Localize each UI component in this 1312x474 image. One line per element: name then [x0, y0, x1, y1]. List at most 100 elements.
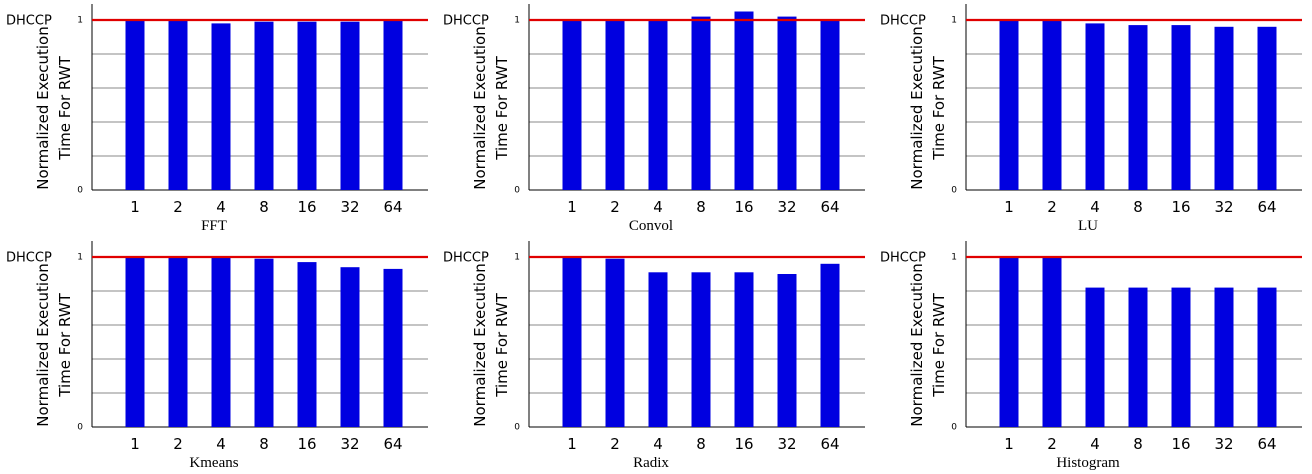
chart-title: Convol [629, 218, 673, 234]
x-tick-label: 16 [1171, 435, 1190, 453]
bar-32 [777, 274, 797, 427]
x-tick-label: 1 [1004, 435, 1014, 453]
x-tick-label: 16 [734, 198, 753, 216]
x-tick-label: 16 [297, 435, 316, 453]
y-axis-label: Time For RWT [493, 292, 511, 397]
bar-64 [820, 263, 840, 427]
x-tick-label: 32 [1214, 435, 1233, 453]
chart-title: LU [1078, 218, 1098, 234]
chart-radix: DHCCP 0 1 1 2 4 8 16 32 64 Normalized Execution Tim… [443, 241, 865, 471]
chart-title: Radix [633, 455, 669, 471]
bar-2 [168, 20, 188, 190]
x-tick-label: 8 [696, 435, 706, 453]
y-axis-label: Time For RWT [493, 55, 511, 160]
y-axis-label: Normalized Execution [908, 26, 926, 189]
bar-16 [734, 272, 754, 427]
bar-1 [562, 20, 582, 190]
bar-4 [211, 23, 231, 191]
y-axis-label: Normalized Execution [34, 263, 52, 426]
y-axis-label: Normalized Execution [471, 26, 489, 189]
x-tick-label: 4 [1090, 198, 1100, 216]
y-tick-label: 1 [77, 253, 83, 263]
x-tick-label: 8 [696, 198, 706, 216]
chart-histogram: DHCCP 0 1 1 2 4 8 16 32 64 Normalized Execution Tim… [880, 241, 1302, 471]
y-axis-label: Normalized Execution [34, 26, 52, 189]
bar-2 [1042, 20, 1062, 190]
bar-8 [1128, 287, 1148, 427]
bar-64 [1257, 26, 1277, 190]
bar-2 [1042, 257, 1062, 427]
x-tick-label: 1 [567, 435, 577, 453]
bar-8 [254, 258, 274, 427]
y-axis-label: Time For RWT [930, 55, 948, 160]
x-tick-label: 2 [610, 435, 620, 453]
y-axis-label: Time For RWT [56, 55, 74, 160]
bar-32 [777, 16, 797, 190]
x-tick-label: 32 [777, 198, 796, 216]
reference-line-label: DHCCP [443, 251, 489, 266]
x-tick-label: 64 [383, 435, 402, 453]
x-tick-label: 64 [1257, 435, 1276, 453]
x-tick-label: 8 [1133, 198, 1143, 216]
x-tick-label: 16 [734, 435, 753, 453]
bar-64 [820, 20, 840, 190]
bar-64 [1257, 287, 1277, 427]
y-tick-label: 0 [514, 186, 520, 196]
x-tick-label: 8 [259, 435, 269, 453]
y-tick-label: 0 [514, 423, 520, 433]
reference-line-label: DHCCP [6, 251, 52, 266]
y-tick-label: 0 [77, 186, 83, 196]
x-tick-label: 8 [1133, 435, 1143, 453]
x-tick-label: 16 [1171, 198, 1190, 216]
y-tick-label: 1 [514, 253, 520, 263]
bar-16 [297, 262, 317, 427]
y-axis-label: Time For RWT [56, 292, 74, 397]
x-tick-label: 2 [610, 198, 620, 216]
y-tick-label: 0 [77, 423, 83, 433]
reference-line-label: DHCCP [880, 251, 926, 266]
y-tick-label: 1 [951, 16, 957, 26]
bar-4 [1085, 287, 1105, 427]
chart-title: FFT [201, 218, 227, 234]
x-tick-label: 1 [1004, 198, 1014, 216]
bar-8 [1128, 25, 1148, 190]
x-tick-label: 32 [340, 435, 359, 453]
x-tick-label: 2 [1047, 435, 1057, 453]
bar-16 [1171, 25, 1191, 190]
bar-64 [383, 20, 403, 190]
x-tick-label: 16 [297, 198, 316, 216]
bar-1 [125, 20, 145, 190]
y-axis-label: Normalized Execution [908, 263, 926, 426]
bar-64 [383, 268, 403, 427]
chart-fft: DHCCP 0 1 1 2 4 8 16 32 64 Normalized Execution Tim… [6, 4, 428, 234]
reference-line-label: DHCCP [880, 14, 926, 29]
bar-4 [648, 20, 668, 190]
y-tick-label: 0 [951, 186, 957, 196]
bar-1 [562, 257, 582, 427]
bar-2 [168, 257, 188, 427]
x-tick-label: 32 [777, 435, 796, 453]
y-tick-label: 1 [77, 16, 83, 26]
bar-16 [1171, 287, 1191, 427]
x-tick-label: 64 [383, 198, 402, 216]
bar-32 [1214, 287, 1234, 427]
chart-lu: DHCCP 0 1 1 2 4 8 16 32 64 Normalized Execution Tim… [880, 4, 1302, 234]
bar-1 [999, 257, 1019, 427]
x-tick-label: 4 [653, 198, 663, 216]
bar-4 [1085, 23, 1105, 191]
reference-line-label: DHCCP [443, 14, 489, 29]
x-tick-label: 64 [820, 198, 839, 216]
x-tick-label: 4 [216, 435, 226, 453]
x-tick-label: 2 [173, 435, 183, 453]
x-tick-label: 4 [653, 435, 663, 453]
x-tick-label: 4 [1090, 435, 1100, 453]
chart-title: Histogram [1056, 455, 1120, 471]
y-axis-label: Time For RWT [930, 292, 948, 397]
x-tick-label: 32 [340, 198, 359, 216]
bar-32 [340, 21, 360, 191]
bar-32 [340, 267, 360, 427]
chart-kmeans: DHCCP 0 1 1 2 4 8 16 32 64 Normalized Execution Tim… [6, 241, 428, 471]
bar-16 [734, 11, 754, 190]
y-axis-label: Normalized Execution [471, 263, 489, 426]
